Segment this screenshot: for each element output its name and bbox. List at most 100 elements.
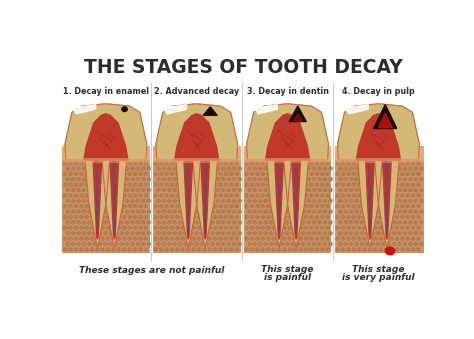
Circle shape	[355, 167, 358, 170]
Circle shape	[275, 221, 278, 224]
Circle shape	[349, 242, 353, 246]
Circle shape	[112, 237, 115, 240]
Circle shape	[96, 194, 99, 197]
Circle shape	[64, 204, 67, 208]
Polygon shape	[247, 104, 328, 160]
Circle shape	[144, 183, 147, 186]
Circle shape	[283, 161, 286, 165]
Circle shape	[131, 188, 134, 192]
Circle shape	[205, 167, 209, 170]
Circle shape	[192, 215, 195, 219]
Circle shape	[344, 221, 347, 224]
Circle shape	[142, 188, 145, 192]
Circle shape	[307, 242, 310, 246]
Circle shape	[341, 215, 345, 219]
Circle shape	[304, 194, 308, 197]
Circle shape	[320, 215, 324, 219]
Circle shape	[88, 199, 91, 202]
Circle shape	[123, 161, 126, 165]
Circle shape	[238, 199, 241, 202]
Circle shape	[181, 183, 184, 186]
Circle shape	[323, 221, 327, 224]
Circle shape	[304, 248, 308, 251]
Circle shape	[216, 167, 219, 170]
Circle shape	[165, 194, 168, 197]
Circle shape	[82, 210, 86, 213]
Circle shape	[139, 204, 142, 208]
Circle shape	[125, 167, 129, 170]
Circle shape	[230, 248, 233, 251]
Circle shape	[320, 183, 324, 186]
Circle shape	[128, 248, 131, 251]
Circle shape	[93, 199, 96, 202]
Circle shape	[168, 188, 171, 192]
Circle shape	[256, 226, 259, 230]
Circle shape	[227, 210, 230, 213]
Circle shape	[197, 226, 201, 230]
Text: 4. Decay in pulp: 4. Decay in pulp	[342, 87, 415, 96]
Circle shape	[258, 221, 262, 224]
Circle shape	[160, 172, 163, 176]
Circle shape	[264, 210, 267, 213]
Circle shape	[157, 242, 160, 246]
Circle shape	[277, 183, 281, 186]
Circle shape	[245, 161, 248, 165]
Circle shape	[197, 183, 201, 186]
Circle shape	[219, 226, 222, 230]
Circle shape	[205, 242, 209, 246]
Circle shape	[101, 194, 104, 197]
Circle shape	[208, 194, 211, 197]
Polygon shape	[84, 114, 128, 160]
Circle shape	[112, 204, 115, 208]
Circle shape	[387, 221, 391, 224]
Circle shape	[192, 237, 195, 240]
Circle shape	[189, 242, 192, 246]
Circle shape	[162, 199, 166, 202]
Circle shape	[176, 194, 179, 197]
Circle shape	[401, 183, 404, 186]
Circle shape	[107, 248, 110, 251]
Circle shape	[85, 237, 88, 240]
Circle shape	[250, 194, 254, 197]
Circle shape	[170, 194, 174, 197]
Circle shape	[253, 188, 256, 192]
Circle shape	[296, 199, 300, 202]
Circle shape	[376, 242, 380, 246]
Circle shape	[109, 188, 112, 192]
Circle shape	[123, 226, 126, 230]
Polygon shape	[267, 160, 292, 247]
Circle shape	[341, 172, 345, 176]
Circle shape	[64, 226, 67, 230]
Circle shape	[275, 188, 278, 192]
Circle shape	[88, 221, 91, 224]
Circle shape	[301, 210, 305, 213]
Circle shape	[216, 199, 219, 202]
Circle shape	[203, 172, 206, 176]
Polygon shape	[346, 105, 368, 114]
Circle shape	[235, 215, 238, 219]
Circle shape	[213, 248, 217, 251]
Circle shape	[230, 194, 233, 197]
Circle shape	[379, 215, 383, 219]
Circle shape	[160, 161, 163, 165]
Circle shape	[256, 237, 259, 240]
Circle shape	[355, 210, 358, 213]
Circle shape	[395, 204, 399, 208]
Circle shape	[195, 221, 198, 224]
Circle shape	[382, 167, 385, 170]
Circle shape	[323, 167, 327, 170]
Circle shape	[125, 232, 129, 235]
Circle shape	[326, 248, 329, 251]
Circle shape	[253, 199, 256, 202]
Circle shape	[390, 215, 393, 219]
Text: is painful: is painful	[264, 273, 311, 282]
Circle shape	[344, 167, 347, 170]
Circle shape	[82, 167, 86, 170]
Circle shape	[142, 167, 145, 170]
Circle shape	[293, 215, 297, 219]
Circle shape	[368, 172, 372, 176]
Circle shape	[392, 188, 396, 192]
Circle shape	[227, 199, 230, 202]
Circle shape	[136, 232, 139, 235]
Circle shape	[409, 167, 412, 170]
